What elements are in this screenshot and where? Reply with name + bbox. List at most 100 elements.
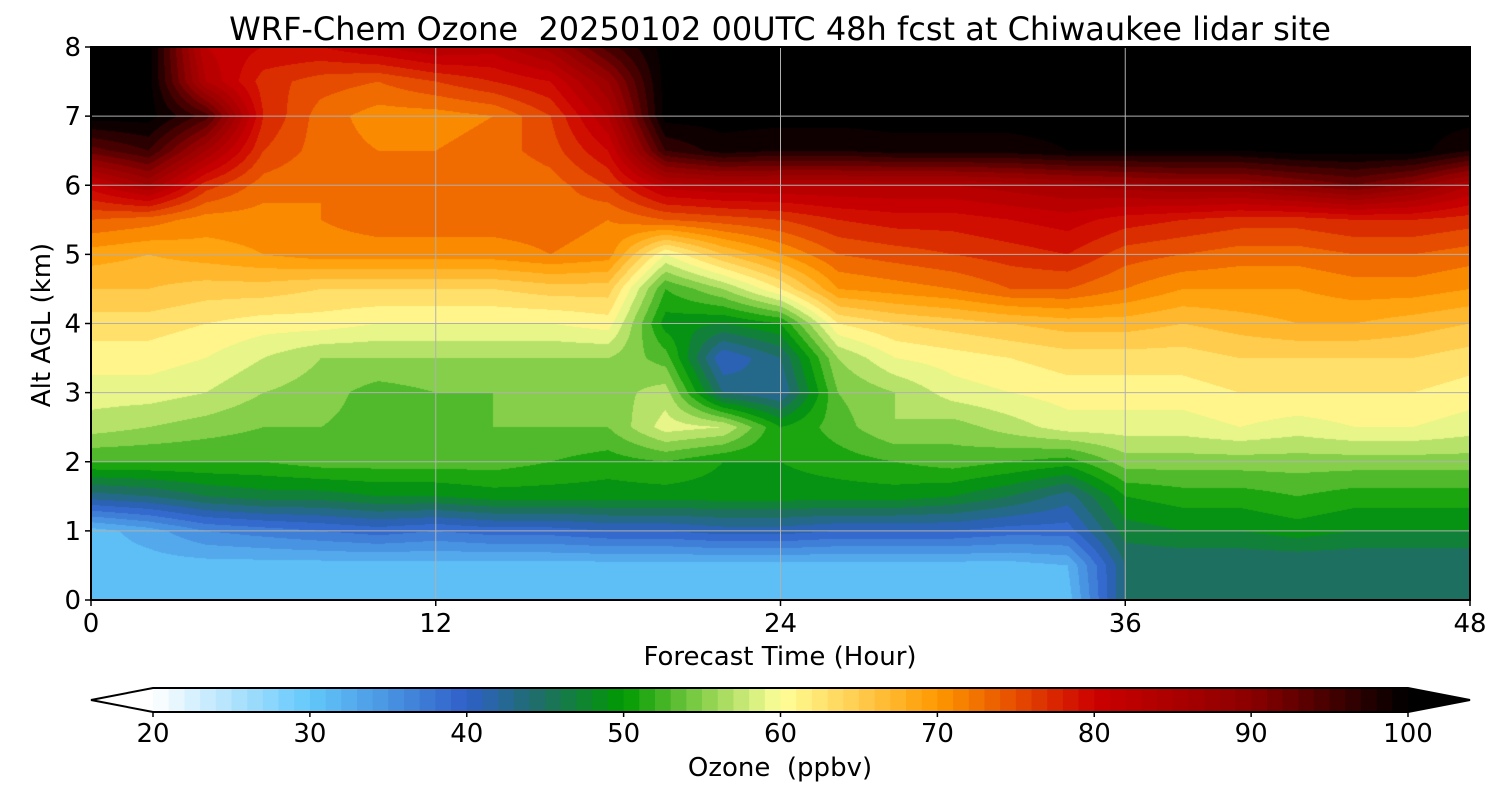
colorbar-swatch (780, 688, 797, 712)
colorbar-swatch (1109, 688, 1127, 712)
colorbar-swatch (1047, 688, 1064, 712)
colorbar-label: Ozone (ppbv) (688, 753, 872, 783)
colorbar-swatch (1031, 688, 1048, 712)
x-tick-label: 24 (764, 609, 797, 639)
y-tick-label: 4 (64, 310, 81, 340)
y-axis-label: Alt AGL (km) (27, 243, 57, 407)
colorbar-swatch (1376, 688, 1393, 712)
colorbar-swatch (1204, 688, 1221, 712)
colorbar-swatch (984, 688, 1001, 712)
colorbar-swatch (498, 688, 515, 712)
colorbar-swatch (435, 688, 452, 712)
colorbar-swatch (325, 688, 342, 712)
colorbar-swatch (1094, 688, 1111, 712)
colorbar-swatch (607, 688, 625, 712)
colorbar-swatch (1125, 688, 1142, 712)
colorbar-tick-label: 100 (1383, 719, 1433, 749)
colorbar-swatch (827, 688, 844, 712)
colorbar-swatch (592, 688, 609, 712)
colorbar-swatch (278, 688, 295, 712)
colorbar-swatch (560, 688, 578, 712)
colorbar-swatch (843, 688, 860, 712)
colorbar-tick-label: 50 (607, 719, 640, 749)
colorbar-swatch (921, 688, 938, 712)
x-tick-label: 12 (419, 609, 452, 639)
y-tick-label: 1 (64, 517, 81, 547)
colorbar-swatch (419, 688, 436, 712)
colorbar-swatch (1015, 688, 1033, 712)
colorbar-swatch (247, 688, 264, 712)
x-axis-ticks: 0 12 24 36 48 (83, 600, 1487, 639)
colorbar-swatch (309, 688, 327, 712)
colorbar-swatch (968, 688, 986, 712)
colorbar-tick-label: 90 (1235, 719, 1268, 749)
colorbar-swatch (294, 688, 311, 712)
colorbar-swatch (717, 688, 735, 712)
x-tick-label: 36 (1109, 609, 1142, 639)
colorbar-swatch (811, 688, 829, 712)
y-tick-label: 3 (64, 379, 81, 409)
x-tick-label: 48 (1453, 609, 1486, 639)
colorbar-swatch (1141, 688, 1158, 712)
colorbar-swatch (639, 688, 656, 712)
colorbar-swatch (1188, 688, 1205, 712)
colorbar-swatch (404, 688, 421, 712)
colorbar-tick-label: 40 (450, 719, 483, 749)
colorbar-swatch (372, 688, 389, 712)
colorbar-swatch (937, 688, 954, 712)
colorbar-swatch (702, 688, 719, 712)
colorbar-swatch (1282, 688, 1299, 712)
colorbar-swatch (874, 688, 891, 712)
colorbar-swatch (168, 688, 185, 712)
colorbar-swatch (231, 688, 248, 712)
colorbar-segments (153, 688, 1409, 712)
colorbar-swatch (184, 688, 201, 712)
colorbar-swatch (529, 688, 546, 712)
colorbar-swatch (356, 688, 374, 712)
colorbar-swatch (1313, 688, 1331, 712)
colorbar-swatch (576, 688, 593, 712)
colorbar-swatch (1078, 688, 1095, 712)
colorbar-swatch (1251, 688, 1268, 712)
y-tick-label: 0 (64, 586, 81, 616)
colorbar-extend-low (91, 688, 153, 712)
colorbar-tick-label: 80 (1078, 719, 1111, 749)
colorbar-swatch (545, 688, 562, 712)
colorbar-swatch (1345, 688, 1362, 712)
colorbar-tick-label: 30 (293, 719, 326, 749)
colorbar-swatch (858, 688, 876, 712)
colorbar-swatch (482, 688, 499, 712)
colorbar-swatch (686, 688, 703, 712)
colorbar-swatch (513, 688, 531, 712)
colorbar-swatch (200, 688, 217, 712)
y-tick-label: 2 (64, 448, 81, 478)
colorbar-swatch (1266, 688, 1284, 712)
colorbar-swatch (890, 688, 907, 712)
y-axis-ticks: 0 1 2 3 4 5 6 7 8 (64, 33, 91, 616)
colorbar-swatch (906, 688, 923, 712)
colorbar-swatch (341, 688, 358, 712)
colorbar-tick-label: 20 (136, 719, 169, 749)
colorbar-swatch (262, 688, 280, 712)
chart-title: WRF-Chem Ozone 20250102 00UTC 48h fcst a… (229, 10, 1331, 48)
colorbar-swatch (623, 688, 640, 712)
colorbar-swatch (655, 688, 672, 712)
colorbar: 20 30 40 50 60 70 80 90 100 Ozone (ppbv) (90, 687, 1471, 783)
colorbar-swatch (1062, 688, 1080, 712)
colorbar-swatch (388, 688, 405, 712)
colorbar-ticks: 20 30 40 50 60 70 80 90 100 (136, 712, 1433, 749)
x-axis-label: Forecast Time (Hour) (643, 642, 916, 672)
colorbar-swatch (764, 688, 782, 712)
colorbar-tick-label: 60 (764, 719, 797, 749)
colorbar-swatch (1392, 688, 1409, 712)
colorbar-swatch (1360, 688, 1378, 712)
colorbar-swatch (1219, 688, 1237, 712)
x-tick-label: 0 (83, 609, 100, 639)
y-tick-label: 5 (64, 240, 81, 270)
colorbar-swatch (953, 688, 970, 712)
colorbar-swatch (1172, 688, 1189, 712)
colorbar-swatch (1329, 688, 1346, 712)
colorbar-swatch (670, 688, 687, 712)
